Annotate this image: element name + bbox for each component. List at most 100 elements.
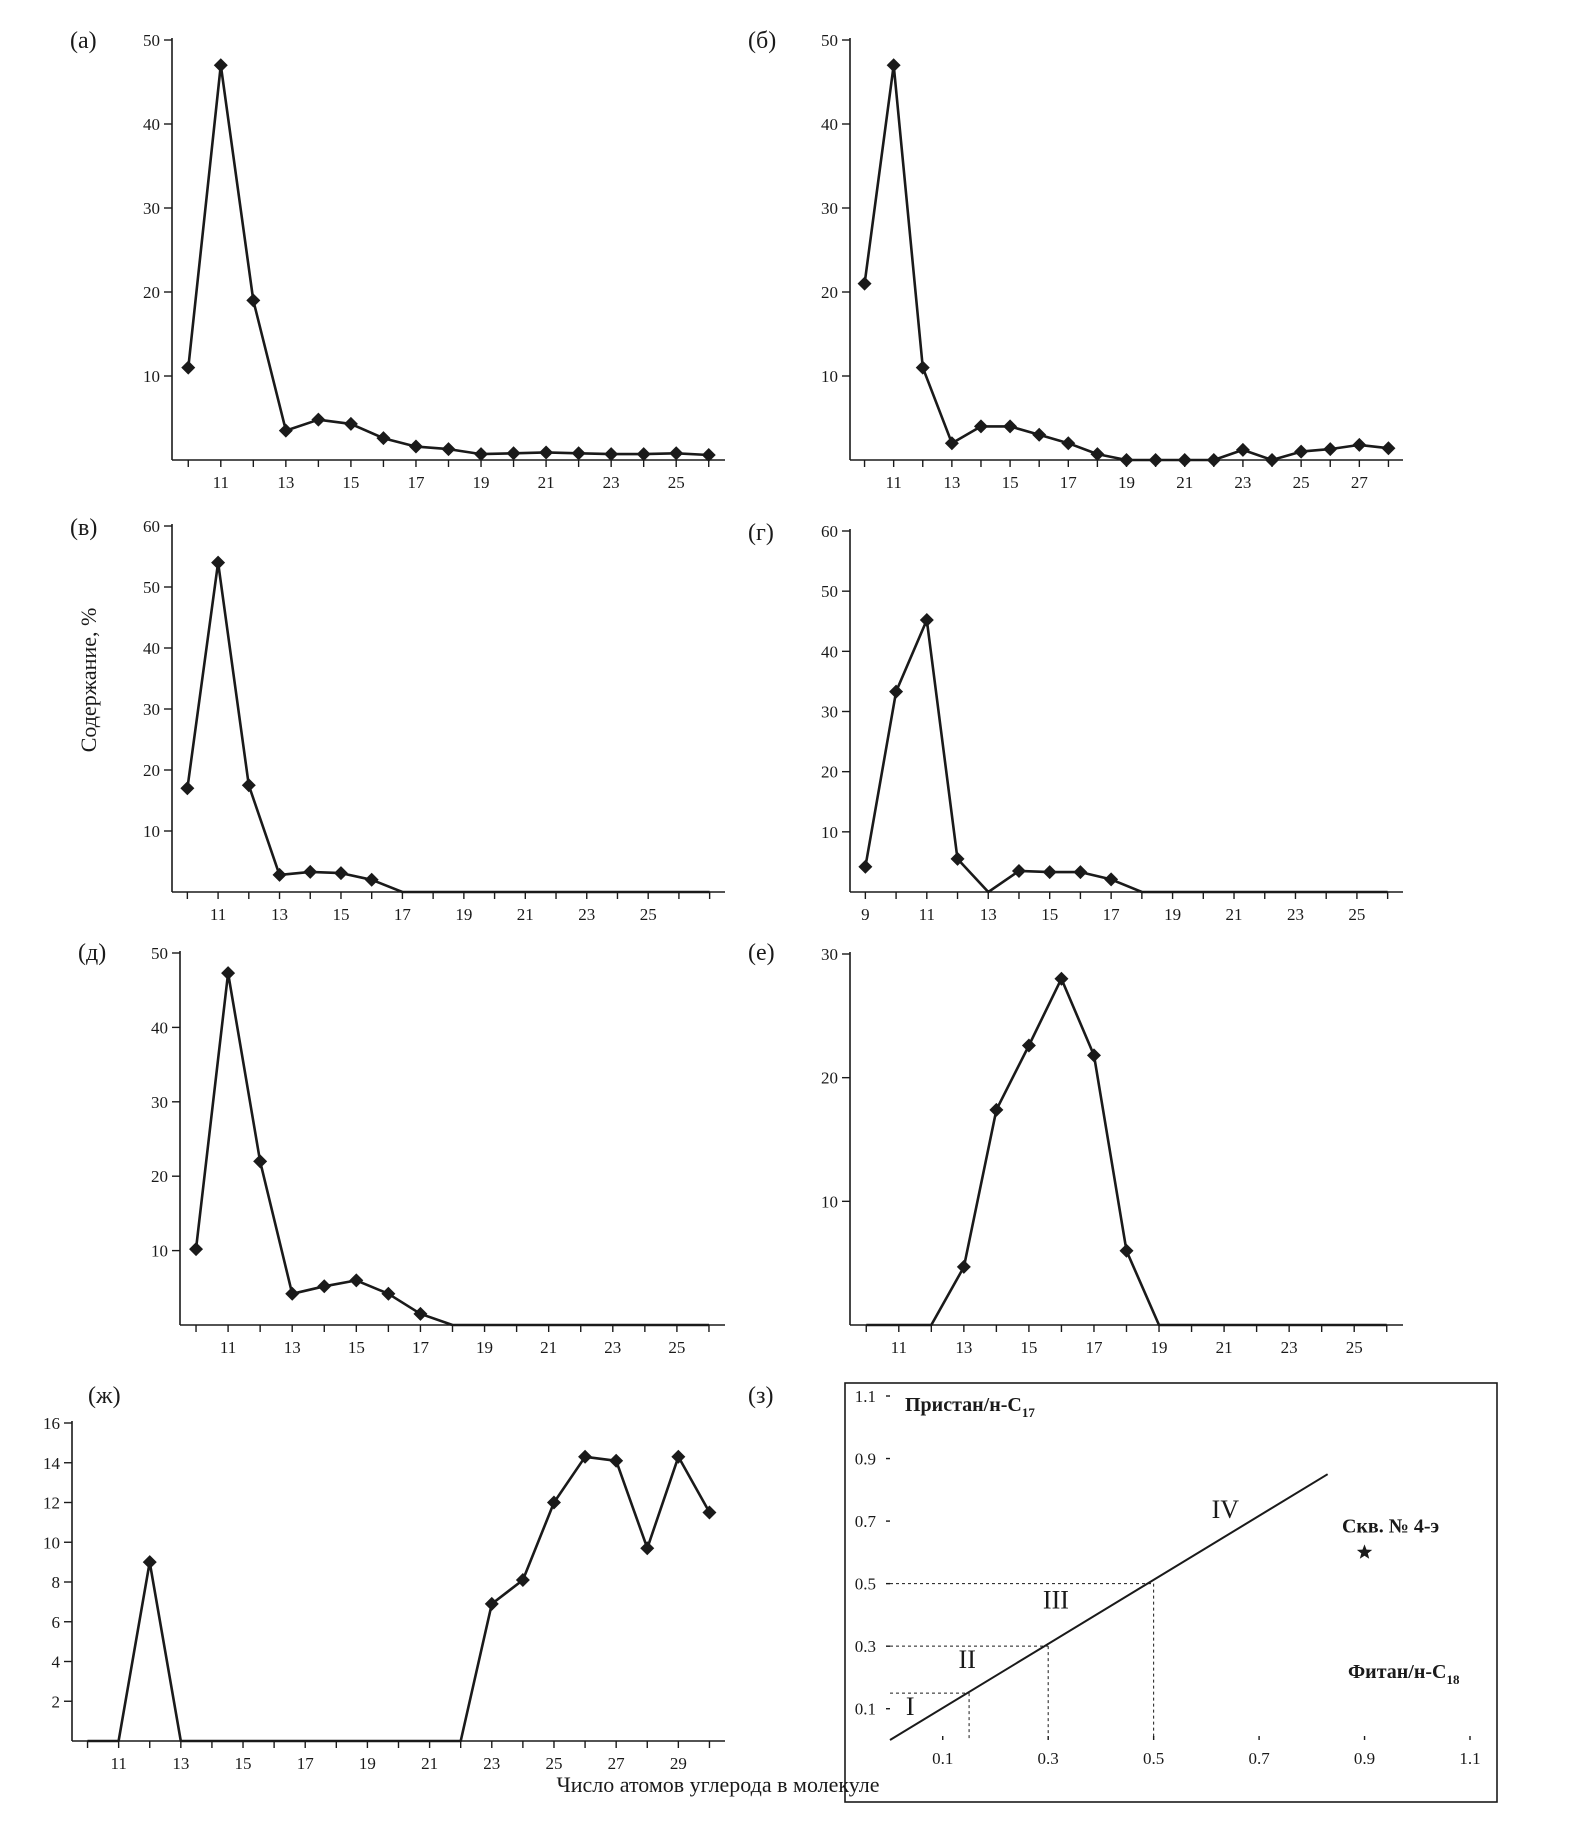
data-point bbox=[1021, 1038, 1036, 1053]
data-point bbox=[889, 684, 904, 699]
data-point bbox=[1352, 437, 1367, 452]
data-point bbox=[604, 447, 619, 462]
data-point bbox=[1381, 441, 1396, 456]
x-tick-label: 1.1 bbox=[1459, 1749, 1480, 1768]
panel-label: (з) bbox=[748, 1383, 773, 1409]
data-point bbox=[408, 439, 423, 454]
y-tick-label: 50 bbox=[143, 578, 160, 597]
x-tick-label: 25 bbox=[640, 905, 657, 924]
y-tick-label: 20 bbox=[821, 283, 838, 302]
x-axis-ratio-title: Фитан/н-C18 bbox=[1348, 1661, 1460, 1687]
y-tick-label: 12 bbox=[43, 1494, 60, 1513]
data-point bbox=[571, 446, 586, 461]
data-point bbox=[241, 778, 256, 793]
x-tick-label: 25 bbox=[668, 1338, 685, 1357]
x-tick-label: 29 bbox=[670, 1754, 687, 1773]
data-point bbox=[1032, 427, 1047, 442]
x-tick-label: 25 bbox=[1293, 473, 1310, 492]
sample-point-label: Скв. № 4-э bbox=[1342, 1515, 1439, 1537]
data-point bbox=[1206, 453, 1221, 467]
data-point bbox=[142, 1555, 157, 1570]
x-tick-label: 21 bbox=[1216, 1338, 1233, 1357]
data-point bbox=[578, 1449, 593, 1464]
y-tick-label: 20 bbox=[821, 1069, 838, 1088]
y-tick-label: 10 bbox=[143, 822, 160, 841]
x-tick-label: 25 bbox=[545, 1754, 562, 1773]
data-point bbox=[915, 360, 930, 375]
y-tick-label: 50 bbox=[821, 582, 838, 601]
panel-label: (а) bbox=[70, 28, 97, 54]
y-tick-label: 30 bbox=[151, 1093, 168, 1112]
y-tick-label: 30 bbox=[821, 199, 838, 218]
data-point bbox=[303, 864, 318, 879]
data-point bbox=[506, 446, 521, 461]
y-tick-label: 40 bbox=[143, 639, 160, 658]
panel-g: (г) 10 20 30 40 50 60 9 11 13 15 17 19 21 23 25 bbox=[748, 520, 1403, 924]
x-tick-label: 13 bbox=[271, 905, 288, 924]
x-tick-label: 11 bbox=[220, 1338, 236, 1357]
data-point bbox=[1073, 865, 1088, 880]
y-tick-label: 10 bbox=[151, 1242, 168, 1261]
y-tick-label: 0.1 bbox=[855, 1700, 876, 1719]
x-tick-label: 17 bbox=[407, 473, 425, 492]
x-tick-label: 11 bbox=[919, 905, 935, 924]
x-tick-label: 21 bbox=[517, 905, 534, 924]
x-tick-label: 27 bbox=[1351, 473, 1369, 492]
y-tick-label: 8 bbox=[52, 1573, 61, 1592]
data-point bbox=[1061, 436, 1076, 451]
plot-frame bbox=[844, 1382, 1498, 1803]
x-tick-label: 11 bbox=[110, 1754, 126, 1773]
panel-label: (д) bbox=[78, 940, 106, 966]
y-axis-ratio-title-main: Пристан/н-C bbox=[905, 1394, 1022, 1416]
y-tick-label: 30 bbox=[821, 703, 838, 722]
data-point bbox=[484, 1596, 499, 1611]
data-point bbox=[989, 1102, 1004, 1117]
x-tick-label: 17 bbox=[1085, 1338, 1103, 1357]
x-tick-label: 0.7 bbox=[1248, 1749, 1270, 1768]
data-point bbox=[1090, 447, 1105, 462]
x-tick-label: 11 bbox=[213, 473, 229, 492]
y-tick-label: 30 bbox=[143, 199, 160, 218]
data-point bbox=[546, 1495, 561, 1510]
data-point bbox=[1177, 453, 1192, 467]
x-tick-label: 19 bbox=[473, 473, 490, 492]
x-tick-label: 21 bbox=[1176, 473, 1193, 492]
data-point bbox=[189, 1242, 204, 1257]
x-tick-label: 25 bbox=[1348, 905, 1365, 924]
data-point bbox=[211, 555, 226, 570]
data-point bbox=[221, 966, 236, 981]
y-tick-label: 40 bbox=[143, 115, 160, 134]
panel-a: (а) 10 20 30 40 50 11 13 15 17 19 21 23 25 bbox=[70, 28, 725, 492]
y-tick-label: 14 bbox=[43, 1454, 61, 1473]
x-axis-ratio-title-main: Фитан/н-C bbox=[1348, 1661, 1446, 1683]
x-tick-label: 0.5 bbox=[1143, 1749, 1164, 1768]
y-tick-label: 20 bbox=[143, 283, 160, 302]
x-tick-label: 0.3 bbox=[1038, 1749, 1059, 1768]
x-tick-label: 21 bbox=[1226, 905, 1243, 924]
data-point bbox=[1104, 872, 1119, 887]
x-tick-label: 19 bbox=[1118, 473, 1135, 492]
x-tick-label: 23 bbox=[604, 1338, 621, 1357]
y-tick-label: 10 bbox=[821, 367, 838, 386]
panel-v: (в) 10 20 30 40 50 60 11 13 15 17 19 21 23 25 bbox=[70, 515, 725, 924]
y-tick-label: 16 bbox=[43, 1414, 60, 1433]
data-point bbox=[636, 447, 651, 462]
data-point bbox=[671, 1449, 686, 1464]
data-point bbox=[1265, 453, 1280, 467]
x-tick-label: 25 bbox=[1346, 1338, 1363, 1357]
x-tick-label: 13 bbox=[943, 473, 960, 492]
y-tick-label: 10 bbox=[143, 367, 160, 386]
x-axis-ratio-title-subscript: 18 bbox=[1446, 1672, 1460, 1687]
y-tick-label: 60 bbox=[821, 522, 838, 541]
x-tick-label: 21 bbox=[540, 1338, 557, 1357]
y-tick-label: 0.5 bbox=[855, 1575, 876, 1594]
data-point bbox=[858, 859, 873, 874]
x-tick-label: 0.9 bbox=[1354, 1749, 1375, 1768]
x-tick-label: 15 bbox=[1020, 1338, 1037, 1357]
data-point bbox=[349, 1273, 364, 1288]
x-tick-label: 11 bbox=[891, 1338, 907, 1357]
data-point bbox=[886, 58, 901, 73]
panel-label: (г) bbox=[748, 520, 774, 546]
data-point bbox=[1042, 865, 1057, 880]
y-tick-label: 2 bbox=[52, 1692, 61, 1711]
